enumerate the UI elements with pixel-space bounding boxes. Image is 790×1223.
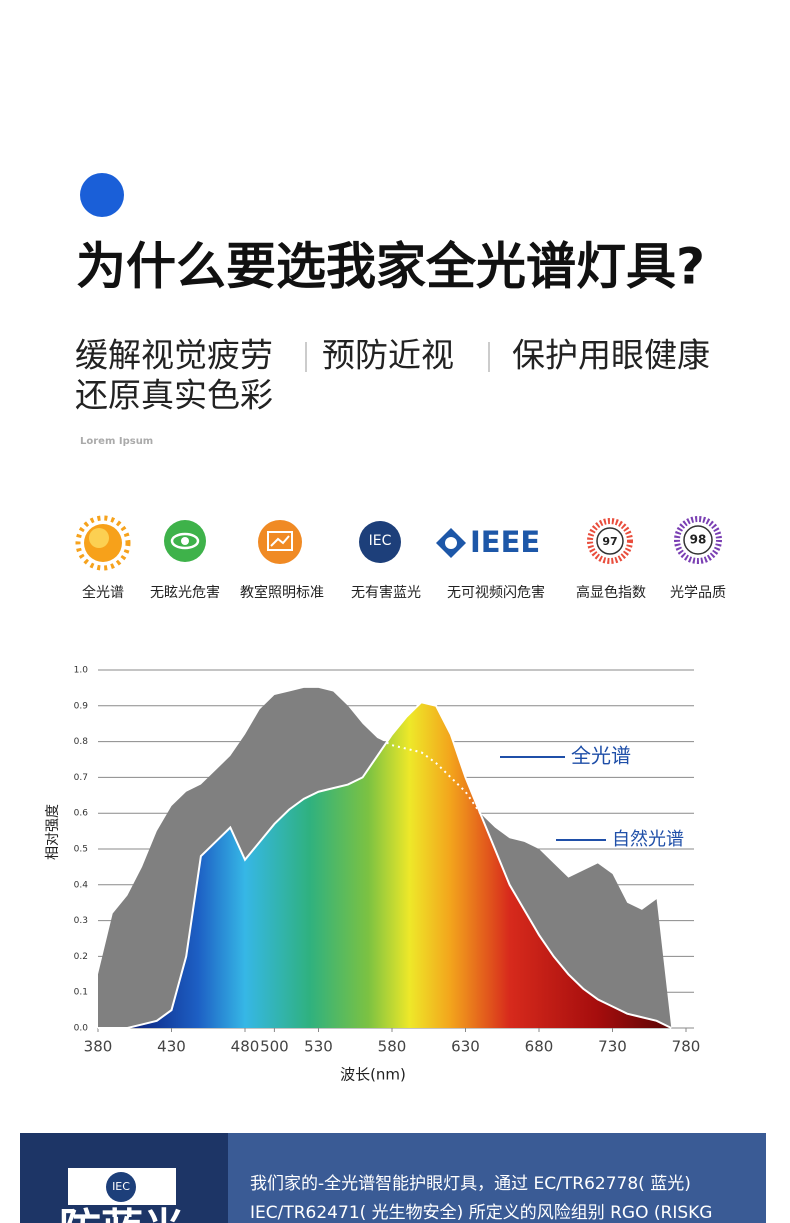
- footer-badge: IEC: [112, 1180, 130, 1193]
- icon-badge: 97: [602, 535, 617, 548]
- x-tick-label: 480: [231, 1038, 260, 1056]
- y-tick-label: 0.9: [74, 701, 89, 711]
- icon-label: 高显色指数: [576, 584, 646, 601]
- y-tick-label: 0.5: [74, 845, 88, 855]
- x-tick-label: 580: [378, 1038, 407, 1056]
- y-tick-label: 0.4: [74, 880, 89, 890]
- y-tick-label: 1.0: [74, 666, 89, 676]
- footer-text: IEC/TR62471( 光生物安全) 所定义的风险组别 RGO (RISKG: [250, 1203, 712, 1223]
- feature: 预防近视: [322, 336, 454, 375]
- icon-label: 光学品质: [670, 585, 726, 601]
- icon-iec: IEC: [359, 521, 401, 563]
- feature: 缓解视觉疲劳: [75, 336, 273, 375]
- line-full: [98, 701, 672, 1029]
- icon-eye: [164, 520, 206, 562]
- footer-badge-circle: [106, 1172, 136, 1202]
- page-title: 为什么要选我家全光谱灯具?: [76, 238, 705, 296]
- y-axis-label: 相对强度: [45, 804, 61, 860]
- icon-label: 无可视频闪危害: [447, 585, 545, 601]
- chart: 0.0 0.1 0.2 0.3 0.4 0.5 0.6 0.7 0.8 0.9 1.0 380 430 4…: [45, 666, 700, 1084]
- icon-badge: IEC: [369, 533, 392, 549]
- x-tick-label: 730: [598, 1038, 627, 1056]
- y-tick-label: 0.2: [74, 952, 88, 962]
- icon-badge: 98: [690, 533, 707, 547]
- note: Lorem Ipsum: [80, 436, 153, 447]
- x-tick-label: 500: [260, 1038, 289, 1056]
- y-tick-label: 0.8: [74, 737, 89, 747]
- y-tick-label: 0.6: [74, 809, 89, 819]
- icon-cri-97: 97: [587, 518, 633, 564]
- legend-entry: 全光谱: [571, 744, 631, 768]
- icon-badge: IEEE: [470, 525, 540, 559]
- x-tick-label: 630: [451, 1038, 480, 1056]
- icon-label: 全光谱: [82, 584, 124, 601]
- icon-classroom: [258, 520, 302, 564]
- icon-ieee: IEEE: [436, 525, 540, 559]
- footer-text: 我们家的-全光谱智能护眼灯具，通过 EC/TR62778( 蓝光): [250, 1174, 691, 1194]
- accent-dot: [80, 173, 124, 217]
- icon-quality-98: 98: [674, 516, 722, 564]
- feature: 还原真实色彩: [75, 376, 273, 415]
- x-tick-label: 430: [157, 1038, 186, 1056]
- footer-title: 防蓝光: [59, 1205, 185, 1223]
- feature: 保护用眼健康: [512, 336, 710, 375]
- x-tick-label: 680: [525, 1038, 554, 1056]
- icon-label: 无眩光危害: [150, 585, 220, 601]
- area-full: [98, 702, 672, 1028]
- legend-entry: 自然光谱: [612, 829, 684, 850]
- y-tick-label: 0.1: [74, 988, 88, 998]
- icon-label: 无有害蓝光: [351, 585, 421, 601]
- icon-sun: [75, 515, 131, 571]
- x-tick-label: 380: [84, 1038, 113, 1056]
- x-tick-label: 780: [672, 1038, 701, 1056]
- x-tick-label: 530: [304, 1038, 333, 1056]
- x-axis-label: 波长(nm): [340, 1066, 406, 1084]
- y-tick-label: 0.7: [74, 773, 88, 783]
- footer-right: [228, 1133, 766, 1223]
- y-tick-label: 0.0: [74, 1024, 89, 1034]
- icon-labels: 全光谱 无眩光危害 教室照明标准 无有害蓝光 无可视频闪危害 高显色指数 光学品质: [82, 584, 726, 601]
- y-tick-label: 0.3: [74, 916, 88, 926]
- icon-label: 教室照明标准: [240, 584, 324, 601]
